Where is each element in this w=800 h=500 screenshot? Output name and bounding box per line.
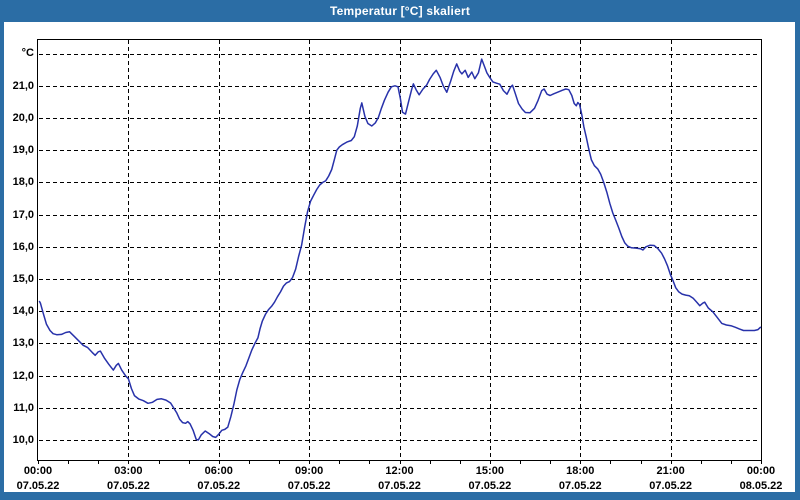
y-axis-label: 12,0 [12,369,34,382]
chart-title: Temperatur [°C] skaliert [329,4,471,18]
window-frame-right [795,22,800,500]
x-axis-time-label: 21:00 [656,465,685,477]
x-axis-date-label: 08.05.22 [739,480,783,492]
x-axis-time-label: 03:00 [114,465,143,477]
plot-border [37,39,762,461]
x-axis-time-label: 09:00 [295,465,324,477]
window-frame-bottom [0,492,800,500]
y-axis-label: 11,0 [13,401,34,414]
x-axis-time-label: 00:00 [746,465,776,477]
y-axis-label: 21,0 [12,79,34,92]
y-axis-label: 20,0 [12,112,34,124]
x-axis-date-label: 07.05.22 [197,480,241,492]
y-axis-label: 17,0 [12,208,34,221]
x-axis-date-label: 07.05.22 [468,480,512,492]
x-axis-date-label: 07.05.22 [287,480,331,492]
x-axis-date-label: 07.05.22 [106,480,150,492]
x-axis-time-label: 18:00 [566,465,595,477]
y-axis-unit-label: °C [21,46,34,59]
y-axis-label: 16,0 [12,240,34,253]
y-axis-label: 14,0 [12,305,34,318]
x-axis-date-label: 07.05.22 [649,480,693,492]
x-axis-time-label: 00:00 [23,465,53,477]
window-frame-left [0,22,4,500]
y-axis-label: 18,0 [12,176,34,189]
y-axis-label: 19,0 [12,144,34,157]
x-axis-time-label: 06:00 [204,465,233,477]
y-axis-label: 13,0 [12,337,34,350]
x-axis-time-label: 12:00 [385,465,414,477]
temperature-line [38,58,762,441]
window-titlebar: Temperatur [°C] skaliert [0,0,800,22]
x-axis-date-label: 07.05.22 [378,480,421,492]
y-axis-label: 10,0 [12,434,34,446]
y-axis-label: 15,0 [12,273,34,285]
x-axis-time-label: 15:00 [475,465,504,477]
x-axis-date-label: 07.05.22 [558,480,602,492]
x-axis-date-label: 07.05.22 [16,480,60,492]
